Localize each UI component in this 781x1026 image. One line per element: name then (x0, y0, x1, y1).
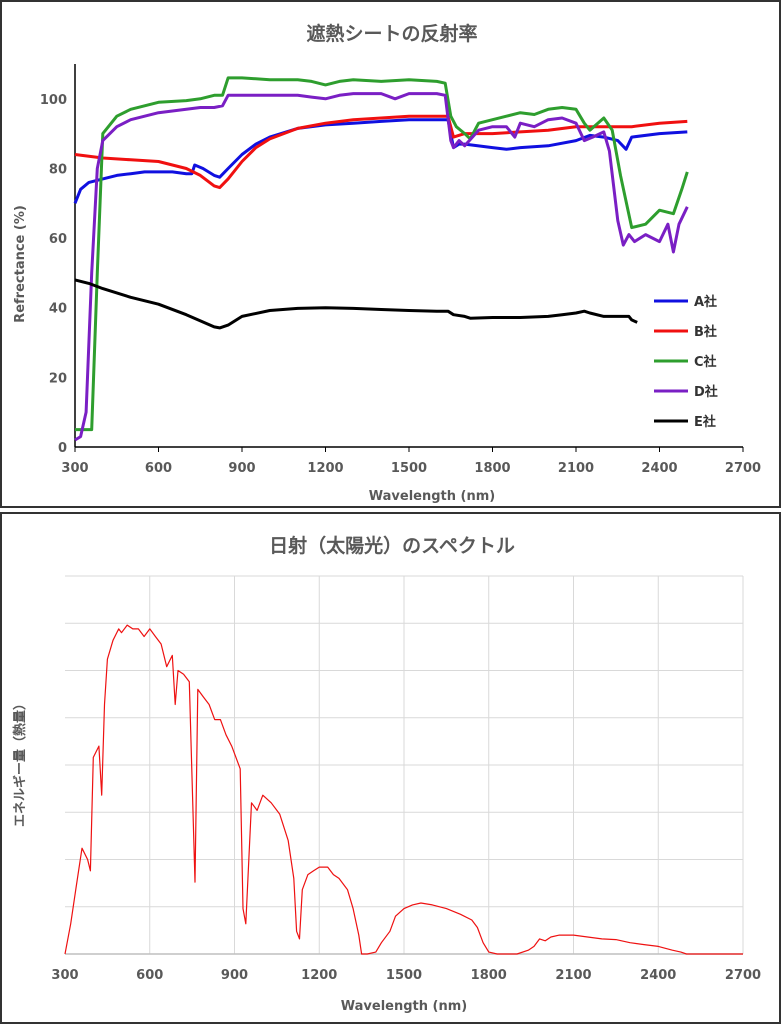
x-axis-label: Wavelength (nm) (341, 999, 467, 1014)
plot-area: 0 20 40 60 80 100 300 600 900 1200 1500 1800 2100 240… (40, 64, 761, 476)
x-tick-label: 600 (145, 461, 172, 476)
x-tick-label: 300 (51, 968, 78, 983)
x-axis-label: Wavelength (nm) (369, 489, 495, 504)
legend: A社 B社 C社 D社 E社 (642, 286, 730, 436)
x-tick-label: 900 (228, 461, 255, 476)
x-tick-label: 900 (221, 968, 248, 983)
y-tick-label: 0 (58, 441, 67, 456)
chart-title: 遮熱シートの反射率 (306, 22, 477, 45)
y-tick-label: 60 (49, 232, 67, 247)
y-axis-label: Refrectance (%) (13, 205, 28, 323)
reflectance-chart-panel: 遮熱シートの反射率 0 20 40 60 80 100 300 600 900 1200 1500 1… (0, 0, 781, 508)
spectrum-line (64, 624, 743, 955)
x-tick-label: 2100 (558, 461, 594, 476)
x-tick-label: 1200 (307, 461, 343, 476)
plot-area: 300 600 900 1200 1500 1800 2100 2400 2700 (51, 575, 761, 983)
series-line-1 (73, 118, 688, 204)
legend-entry: A社 (694, 294, 717, 310)
legend-entry: C社 (694, 354, 717, 370)
solar-spectrum-chart: 日射（太陽光）のスペクトル 300 600 900 1200 1500 1800 2100 2… (12, 534, 761, 1014)
solar-spectrum-panel: 日射（太陽光）のスペクトル 300 600 900 1200 1500 1800 2100 2… (0, 512, 781, 1024)
y-tick-label: 40 (49, 302, 67, 317)
legend-entry: E社 (694, 414, 716, 430)
y-tick-label: 100 (40, 93, 67, 108)
y-tick-label: 20 (49, 371, 67, 386)
x-tick-label: 600 (136, 968, 163, 983)
series-line-3 (75, 76, 689, 432)
x-tick-label: 2400 (640, 968, 676, 983)
series-line-2 (74, 114, 688, 190)
x-tick-label: 2700 (725, 461, 761, 476)
legend-entry: B社 (694, 324, 717, 340)
x-tick-label: 1500 (386, 968, 422, 983)
x-tick-label: 2400 (641, 461, 677, 476)
reflectance-chart: 遮熱シートの反射率 0 20 40 60 80 100 300 600 900 1200 1500 1… (13, 22, 761, 504)
x-tick-label: 1200 (301, 968, 337, 983)
x-tick-label: 1500 (391, 461, 427, 476)
x-tick-label: 2700 (725, 968, 761, 983)
x-tick-label: 1800 (474, 461, 510, 476)
x-tick-label: 2100 (555, 968, 591, 983)
y-tick-label: 80 (49, 162, 67, 177)
legend-entry: D社 (694, 384, 718, 400)
x-tick-label: 300 (61, 461, 88, 476)
x-tick-label: 1800 (471, 968, 507, 983)
y-axis-label: エネルギー量（熱量） (12, 697, 28, 827)
series-line-5 (74, 278, 638, 330)
series-line-4 (74, 92, 689, 442)
chart-title: 日射（太陽光）のスペクトル (269, 534, 515, 557)
